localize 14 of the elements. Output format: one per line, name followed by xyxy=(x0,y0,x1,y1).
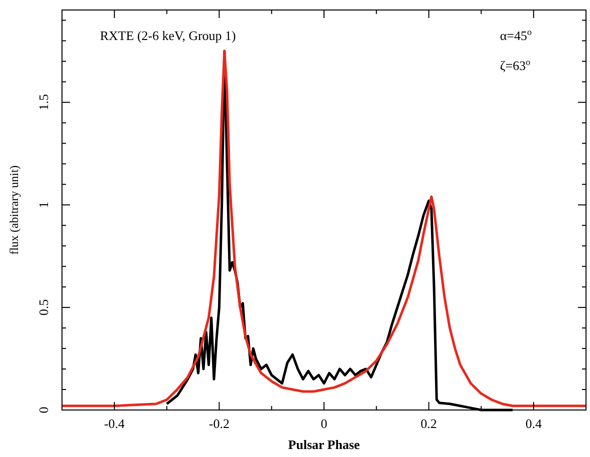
y-tick-label: 0.5 xyxy=(36,299,51,316)
x-axis-title: Pulsar Phase xyxy=(288,437,360,452)
y-axis-title: flux (abitrary unit) xyxy=(7,165,21,255)
x-tick-label: 0.4 xyxy=(525,416,542,431)
annotation: RXTE (2-6 keV, Group 1) xyxy=(100,28,236,43)
annotation: ζ=63$^{o}$ xyxy=(500,57,531,73)
y-tick-label: 1 xyxy=(36,202,51,208)
y-tick-label: 1.5 xyxy=(36,94,51,110)
annotation: α=45$^{o}$ xyxy=(500,27,532,43)
y-tick-label: 0 xyxy=(36,406,51,414)
x-tick-label: -0.2 xyxy=(208,416,230,431)
x-tick-label: -0.4 xyxy=(104,416,126,431)
x-tick-label: 0.2 xyxy=(420,416,437,431)
x-tick-label: 0 xyxy=(320,416,328,431)
